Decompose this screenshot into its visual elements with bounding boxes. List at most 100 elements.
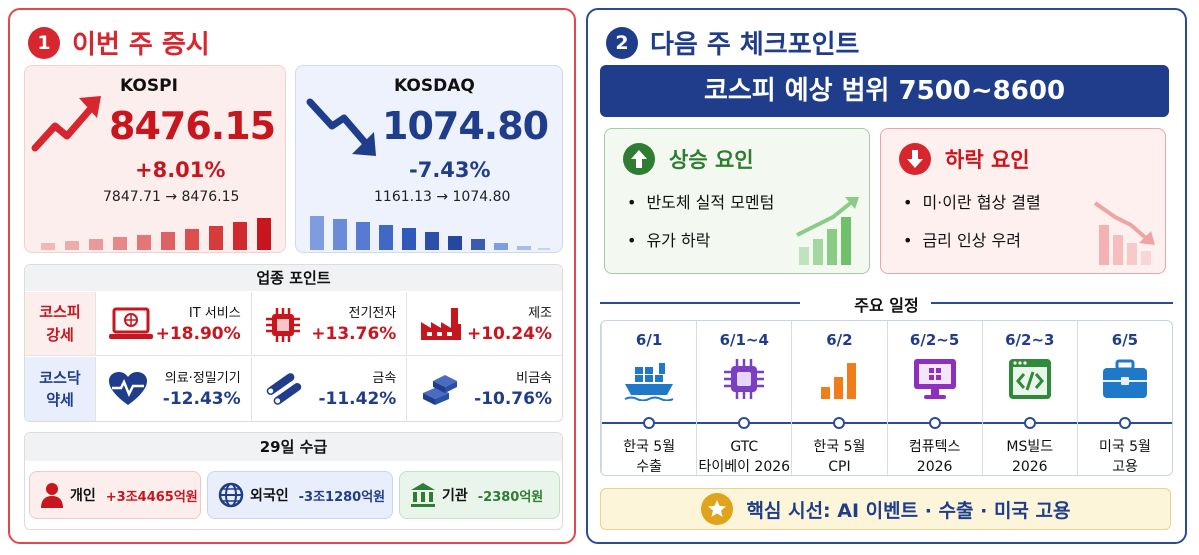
flow-label: 외국인 [250, 488, 289, 504]
schedule-item: 6/1~4 GTC 타이베이 2026 [696, 321, 791, 475]
divider [923, 302, 1173, 304]
kosdaq-value: 1074.80 [382, 104, 549, 148]
kosdaq-change: -7.43% [409, 158, 491, 182]
kospi-value: 8476.15 [109, 104, 276, 148]
sector-pct: -12.43% [162, 389, 241, 409]
blocks-icon [423, 375, 458, 405]
kospi-range: 7847.71 → 8476.15 [103, 189, 240, 205]
factor-item: 금리 인상 우려 [903, 227, 1041, 251]
schedule-item: 6/2 한국 5월 CPI [791, 321, 886, 475]
schedule-date: 6/1~4 [719, 331, 769, 349]
trend-up-icon [31, 96, 101, 152]
section-number-badge: 2 [606, 26, 638, 59]
ship-icon [624, 363, 674, 401]
bar-chart-icon [821, 363, 857, 399]
strong-tag-text: 코스피 강세 [39, 303, 81, 344]
weak-tag: 코스닥 약세 [25, 357, 95, 421]
factor-list: 미·이란 협상 결렬 금리 인상 우려 [903, 189, 1041, 265]
kosdaq-range: 1161.13 → 1074.80 [374, 189, 511, 205]
schedule-date: 6/2~5 [909, 331, 960, 349]
strong-sector-row: 코스피 강세 IT 서비스 +18.90% [25, 292, 562, 356]
flow-label: 기관 [442, 488, 468, 504]
institution-flow: 기관 -2380억원 [399, 471, 560, 519]
schedule-date: 6/2~3 [1005, 331, 1055, 349]
section-number-badge: 1 [28, 26, 60, 59]
heartbeat-icon [109, 372, 147, 405]
laptop-icon [109, 307, 153, 339]
section-title: 이번 주 증시 [72, 30, 210, 60]
sector-name: 금속 [372, 371, 397, 386]
kosdaq-mini-bars [310, 216, 550, 250]
key-focus-text: 핵심 시선: AI 이벤트 · 수출 · 미국 고용 [746, 499, 1071, 522]
schedule-label-line1: 미국 5월 [1098, 439, 1151, 455]
factor-item: 유가 하락 [627, 227, 774, 251]
downside-factors: 하락 요인 미·이란 협상 결렬 금리 인상 우려 [880, 128, 1166, 274]
schedule-label-line2: CPI [828, 459, 851, 476]
next-week-panel: 2 다음 주 체크포인트 코스피 예상 범위 7500~8600 상승 요인 반… [586, 8, 1187, 544]
schedule-title: 주요 일정 [600, 292, 1173, 316]
globe-icon [218, 482, 244, 508]
monitor-icon [913, 359, 956, 399]
section-title: 다음 주 체크포인트 [650, 30, 860, 60]
schedule-item: 6/2~5 컴퓨텍스 2026 [886, 321, 982, 475]
factor-header: 상승 요인 [623, 143, 754, 175]
kosdaq-card: KOSDAQ 1074.80 -7.43% 1161.13 → 1074.80 [295, 65, 563, 253]
weak-sector-row: 코스닥 약세 의료·정밀기기 -12.43% [25, 357, 562, 421]
pipes-icon [266, 373, 301, 405]
bank-icon [411, 483, 435, 507]
sector-name: IT 서비스 [188, 306, 241, 321]
kospi-mini-bars [41, 218, 271, 250]
sector-cell-nonmetal: 비금속 -10.76% [406, 357, 562, 421]
schedule-title-row: 주요 일정 [600, 292, 1173, 315]
person-icon [41, 483, 63, 508]
schedule-title-text: 주요 일정 [842, 296, 931, 315]
schedule-label-line2: 2026 [1011, 459, 1048, 476]
timeline-dot [833, 417, 846, 429]
strong-tag: 코스피 강세 [25, 292, 95, 355]
schedule-item: 6/1 한국 5월 수출 [601, 321, 696, 475]
kospi-card: KOSPI 8476.15 +8.01% 7847.71 → 8476.15 [24, 65, 286, 253]
weak-tag-text: 코스닥 약세 [39, 368, 81, 410]
divider [600, 302, 800, 304]
code-window-icon [1008, 359, 1051, 399]
flow-label: 개인 [70, 488, 96, 504]
schedule-label-line1: 컴퓨텍스 [908, 439, 961, 455]
sector-pct: -10.76% [474, 389, 553, 409]
schedule-label: MS빌드 2026 [983, 437, 1077, 476]
kosdaq-name: KOSDAQ [394, 76, 475, 96]
schedule-date: 6/2 [826, 331, 853, 349]
schedule-timeline: 6/1 한국 5월 수출 6/1~4 [600, 320, 1173, 476]
factor-title: 상승 요인 [669, 148, 754, 172]
individual-flow: 개인 +3조4465억원 [29, 471, 201, 519]
cpu-icon [724, 359, 765, 399]
key-focus-bar: 핵심 시선: AI 이벤트 · 수출 · 미국 고용 [600, 488, 1171, 530]
trend-down-icon [306, 98, 376, 156]
sector-cell-medical: 의료·정밀기기 -12.43% [95, 357, 251, 421]
schedule-item: 6/5 미국 5월 고용 [1076, 321, 1172, 476]
sector-pct: +18.90% [155, 324, 241, 344]
rising-chart-icon [796, 197, 859, 265]
chip-icon [265, 308, 300, 342]
arrow-up-icon [623, 143, 655, 175]
kospi-name: KOSPI [120, 76, 178, 96]
section-header: 2 다음 주 체크포인트 [606, 24, 859, 61]
factor-item: 미·이란 협상 결렬 [903, 189, 1040, 213]
timeline-dot [1118, 417, 1131, 429]
sector-name: 의료·정밀기기 [164, 371, 241, 386]
investor-flow-box: 29일 수급 개인 +3조4465억원 외국인 -3조1280억원 [24, 432, 563, 530]
factor-title: 하락 요인 [945, 148, 1030, 172]
schedule-label-line2: 고용 [1112, 459, 1138, 476]
factor-header: 하락 요인 [899, 143, 1030, 175]
sector-name: 전기전자 [348, 306, 397, 321]
foreign-flow: 외국인 -3조1280억원 [207, 471, 393, 519]
flow-amount: +3조4465억원 [105, 489, 198, 505]
schedule-label: GTC 타이베이 2026 [697, 437, 791, 475]
schedule-item: 6/2~3 MS빌드 2026 [981, 321, 1077, 476]
timeline-line [601, 422, 1172, 424]
schedule-date: 6/1 [635, 331, 663, 349]
schedule-label-line1: 한국 5월 [813, 439, 866, 455]
timeline-dot [738, 417, 751, 429]
schedule-label: 한국 5월 수출 [602, 437, 696, 475]
timeline-dot [928, 417, 941, 429]
